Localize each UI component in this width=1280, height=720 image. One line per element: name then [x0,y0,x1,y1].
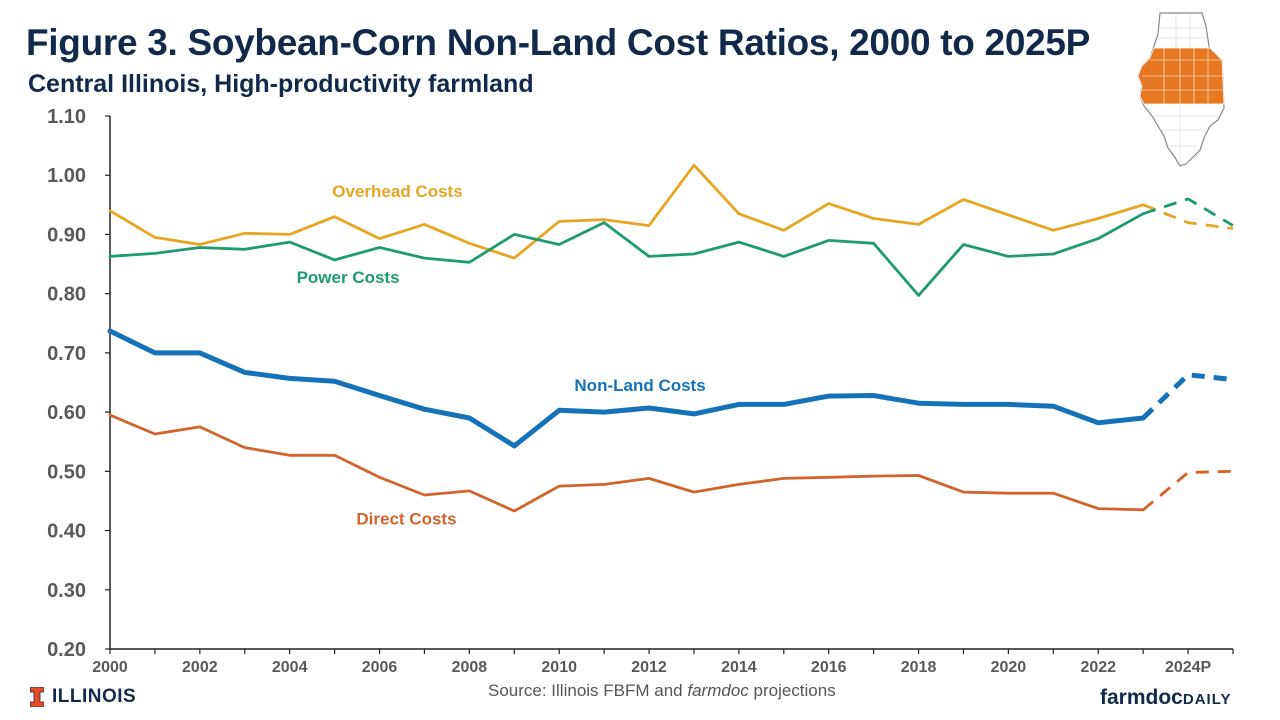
x-tick-label: 2018 [901,659,937,676]
y-tick-label: 0.30 [47,580,86,602]
x-tick-label: 2022 [1080,659,1116,676]
power-costs-label: Power Costs [297,268,400,287]
y-tick-label: 1.10 [47,106,86,128]
x-tick-label: 2024P [1165,659,1212,676]
y-tick-label: 0.40 [47,521,86,543]
illinois-map-icon [1137,12,1225,167]
direct-costs-projected-line [1142,469,1234,511]
y-tick-label: 0.70 [47,343,86,365]
farmdoc-logo-sub: DAILY [1182,691,1232,708]
source-prefix: Source: Illinois FBFM and [488,681,688,700]
overhead-costs-line [108,163,1145,260]
source-suffix: projections [748,681,836,700]
illinois-logo: ILLINOIS [30,686,136,708]
x-tick-label: 2014 [721,659,757,676]
direct-costs-line [108,413,1145,513]
chart-ticks: 0.20 0.30 0.40 0.50 0.60 0.70 0.80 0.90 1.00 1.10… [47,106,1234,676]
y-tick-label: 0.90 [47,224,86,246]
chart-series [107,163,1234,513]
non-land-costs-projected-line [1141,372,1234,420]
chart-title: Figure 3. Soybean-Corn Non-Land Cost Rat… [26,22,1091,63]
x-tick-label: 2010 [541,659,577,676]
x-tick-label: 2012 [631,659,667,676]
block-i-icon [30,687,44,707]
chart-annotations: Overhead Costs Power Costs Non-Land Costs D… [297,182,706,528]
x-tick-label: 2000 [92,659,128,676]
x-tick-label: 2002 [182,659,218,676]
source-note: Source: Illinois FBFM and farmdoc projec… [488,681,836,701]
y-tick-label: 0.80 [47,284,86,306]
y-tick-label: 0.50 [47,461,86,483]
source-italic: farmdoc [687,681,749,700]
direct-costs-label: Direct Costs [356,510,456,529]
illinois-logo-text: ILLINOIS [52,686,137,707]
non-land-costs-line [107,328,1146,449]
x-tick-label: 2004 [272,659,308,676]
overhead-costs-projected-line [1142,203,1234,230]
x-tick-label: 2006 [362,659,398,676]
x-tick-label: 2020 [991,659,1027,676]
farmdoc-daily-logo: farmdocDAILY [1100,686,1231,710]
y-tick-label: 1.00 [47,165,86,187]
power-costs-line [108,212,1145,297]
x-tick-label: 2008 [452,659,488,676]
y-tick-label: 0.20 [47,639,86,661]
chart-subtitle: Central Illinois, High-productivity farm… [28,70,534,98]
chart-axes [109,116,1233,650]
y-tick-label: 0.60 [47,402,86,424]
non-land-costs-label: Non-Land Costs [574,376,705,395]
power-costs-projected-line [1142,197,1234,227]
x-tick-label: 2016 [811,659,847,676]
overhead-costs-label: Overhead Costs [332,182,462,201]
farmdoc-logo-main: farmdoc [1100,686,1183,709]
